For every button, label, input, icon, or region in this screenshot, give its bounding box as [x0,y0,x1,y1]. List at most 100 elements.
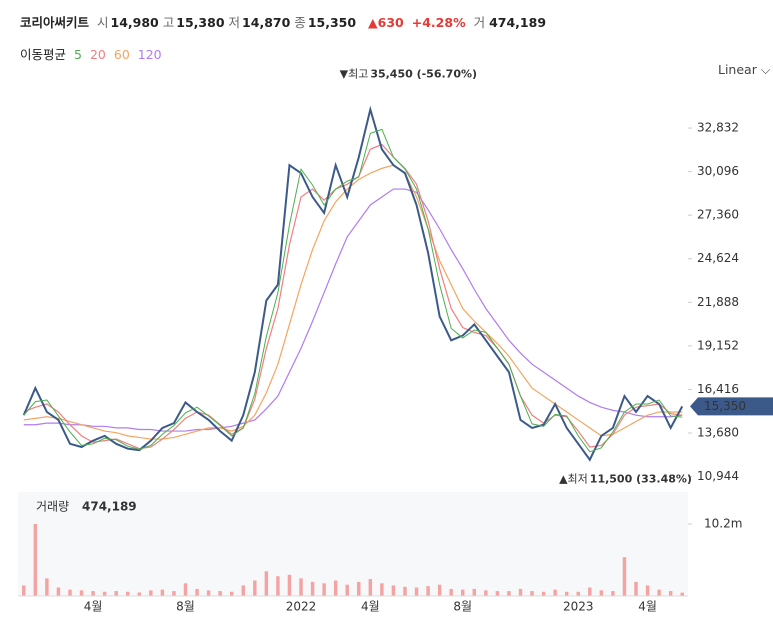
volume-bar [611,591,615,596]
quote-value: 14,980 [110,15,159,30]
volume-bar [507,591,511,596]
y-tick-label: 32,832 [697,121,739,135]
volume-bar [126,591,130,596]
volume-bar [530,591,534,596]
y-tick-label: 24,624 [697,251,739,265]
volume-bar [287,574,292,596]
legend-title: 이동평균 [20,47,67,62]
volume: 474,189 [489,15,547,30]
volume-bar [484,590,488,596]
volume-bar [599,590,604,596]
volume-bar [195,588,199,596]
volume-bar [403,586,407,596]
y-tick-label: 13,680 [697,425,739,439]
volume-bar [391,585,396,596]
volume-pane [18,492,688,596]
volume-bar [680,592,684,596]
y-tick-label: 16,416 [697,382,739,396]
x-tick-label: 4월 [638,600,657,614]
volume-bar [22,585,26,596]
scale-label[interactable]: Linear [718,62,757,77]
quote-label: 고 [162,15,175,30]
y-tick-label: 10,944 [697,469,739,483]
volume-bar [645,585,650,596]
x-tick-label: 8월 [453,600,472,614]
legend-items: 5 20 60 120 [70,47,166,62]
volume-bar [218,591,222,596]
volume-bar [368,579,373,596]
y-tick-label: 21,888 [697,295,739,309]
volume-bar [472,588,477,596]
annotation-marker: ▲최저 [559,473,588,486]
scale-toggle[interactable]: Linear ⌵ [718,62,771,77]
x-tick-label: 4월 [361,600,380,614]
volume-bar [172,591,176,596]
volume-title: 거래량 [36,500,69,514]
volume-bar [357,581,361,596]
y-tick-label: 10.2m [704,517,742,531]
volume-bar [622,557,627,596]
annotation-value: 35,450 (-56.70%) [370,67,477,80]
volume-bar [241,585,245,596]
volume-bar [657,589,661,596]
quote-label: 종 [294,15,306,30]
volume-bar [114,591,118,596]
quote-items: 시 14,980 고 15,380 저 14,870 종 15,350 [97,15,360,30]
volume-bar [68,589,72,596]
volume-bar [33,524,38,596]
volume-bar [310,581,315,596]
volume-bar [183,583,188,596]
ma-line [23,143,683,450]
legend-item: 60 [113,47,130,62]
volume-bar [518,588,523,596]
volume-bar [45,578,49,596]
ma-legend: 이동평균 5 20 60 120 [20,44,170,63]
change: ▲630 [368,15,404,30]
volume-bar [299,578,303,596]
volume-bar [149,590,153,596]
volume-bar [576,591,580,596]
volume-bar [588,587,592,596]
volume-bar [553,589,557,596]
price-line [22,105,684,462]
quote-header: 코리아써키트 시 14,980 고 15,380 저 14,870 종 15,350 ▲630… [20,12,550,31]
legend-item: 20 [89,47,106,62]
stock-name: 코리아써키트 [20,15,90,30]
volume-bar [668,591,673,596]
x-tick-label: 2023 [563,600,594,614]
volume-bar [345,584,349,596]
volume-bar [102,591,107,596]
volume-bar [206,590,211,596]
volume-bar [264,571,269,596]
price-tag [690,397,773,416]
volume-bar [276,576,280,596]
legend-item: 120 [137,47,162,62]
volume-bar [160,589,165,596]
annotation-marker: ▼최고 [340,67,369,80]
volume-bar [426,586,430,596]
volume-bar [253,580,257,596]
volume-bar [333,580,338,596]
volume-bar [437,584,442,596]
annotation-value: 11,500 (33.48%) [590,473,692,486]
quote-label: 시 [97,15,109,30]
volume-last: 474,189 [82,500,137,514]
price-tag-label: 15,350 [704,399,746,413]
x-tick-label: 2022 [286,600,317,614]
volume-bar [495,591,500,596]
change-pct: +4.28% [411,15,466,30]
ma-line [23,188,683,432]
volume-bar [56,587,61,596]
y-tick-label: 27,360 [697,208,739,222]
volume-bar [137,592,142,596]
volume-bar [541,591,546,596]
quote-value: 15,350 [307,15,357,30]
volume-label: 거 [473,15,486,30]
volume-bar [322,583,326,596]
quote-value: 15,380 [176,15,225,30]
quote-label: 저 [228,15,241,30]
x-tick-label: 8월 [176,600,195,614]
y-tick-label: 19,152 [697,338,739,352]
volume-bar [380,583,384,596]
